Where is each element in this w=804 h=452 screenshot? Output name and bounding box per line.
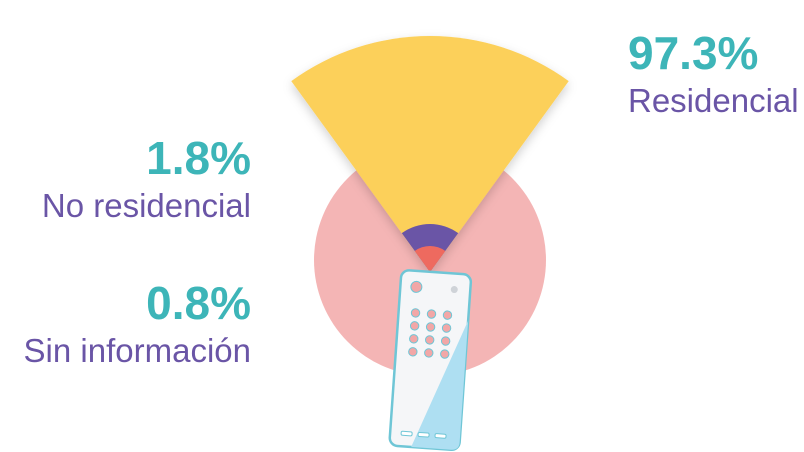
slice-residencial — [291, 35, 569, 272]
remote-keypad-button — [408, 347, 418, 357]
remote-bottom-keys — [400, 430, 447, 439]
remote-keypad-button — [410, 308, 421, 318]
remote-keypad-button — [424, 335, 435, 345]
remote-keypad — [408, 308, 453, 359]
remote-small-button — [450, 286, 458, 294]
remote-bottom-key — [417, 431, 430, 438]
percent-sin-informacion: 0.8% — [146, 277, 251, 329]
name-residencial: Residencial — [628, 82, 799, 119]
percent-residencial: 97.3% — [628, 27, 759, 79]
remote-keypad-button — [409, 334, 419, 344]
tv-remote-icon — [388, 269, 473, 451]
remote-keypad-button — [441, 323, 452, 333]
name-no-residencial: No residencial — [41, 187, 251, 224]
remote-keypad-button — [442, 310, 453, 320]
remote-bottom-key — [434, 433, 447, 439]
remote-keypad-button — [426, 309, 437, 319]
name-sin-informacion: Sin información — [23, 332, 251, 369]
remote-keypad-button — [440, 336, 451, 346]
remote-keypad-button — [425, 322, 436, 332]
label-residencial: 97.3% Residencial — [628, 30, 799, 117]
remote-keypad-button — [440, 349, 450, 359]
label-sin-informacion: 0.8% Sin información — [24, 280, 251, 367]
remote-power-button — [410, 280, 423, 293]
remote-bottom-key — [400, 430, 413, 437]
remote-screen-shading — [411, 320, 469, 450]
remote-keypad-button — [409, 321, 420, 331]
percent-no-residencial: 1.8% — [146, 132, 251, 184]
remote-keypad-button — [424, 348, 434, 358]
slice-sin-informacion — [414, 246, 446, 272]
label-no-residencial: 1.8% No residencial — [42, 135, 251, 222]
